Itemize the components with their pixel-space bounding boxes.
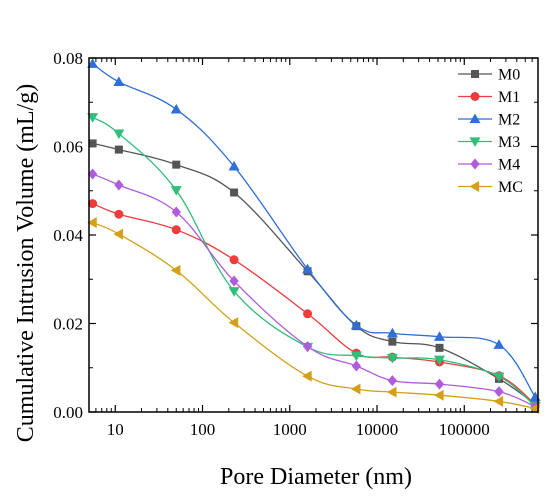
- data-point-m4: [229, 275, 239, 287]
- x-tick-label: 1000: [273, 420, 307, 439]
- legend: M0 M1 M2 M3 M4 MC: [458, 67, 523, 196]
- data-point-m2: [228, 160, 240, 171]
- data-point-mc: [228, 317, 239, 329]
- data-point-mc: [493, 395, 504, 407]
- legend-marker: [471, 70, 479, 78]
- data-point-m3: [386, 353, 398, 364]
- series-line-m4: [92, 173, 536, 408]
- data-point-m1: [114, 209, 124, 219]
- data-point-m4: [494, 386, 504, 398]
- legend-marker: [469, 137, 481, 147]
- data-point-m1: [229, 255, 239, 265]
- y-tick-label: 0.04: [53, 226, 83, 245]
- data-point-m3: [170, 186, 182, 196]
- series-line-mc: [92, 222, 536, 410]
- x-tick-label: 100000: [439, 420, 490, 439]
- legend-item-m4: M4: [458, 157, 520, 174]
- series-line-m1: [92, 202, 536, 405]
- data-point-m3: [350, 351, 362, 362]
- data-point-m2: [302, 263, 314, 274]
- series-line-m0: [92, 142, 536, 405]
- series-m4: [87, 168, 540, 413]
- y-axis-title-group: Cumulative Intrusion Volume (mL/g): [13, 84, 39, 442]
- legend-item-m3: M3: [458, 134, 520, 151]
- data-point-mc: [170, 264, 181, 276]
- data-point-m2: [386, 327, 398, 338]
- data-point-m2: [87, 58, 99, 68]
- legend-label: MC: [498, 179, 523, 196]
- data-point-m4: [171, 206, 181, 218]
- legend-label: M4: [498, 157, 520, 174]
- legend-marker: [469, 181, 480, 192]
- series-mc: [87, 217, 540, 414]
- legend-item-m1: M1: [458, 89, 520, 106]
- data-point-mc: [87, 217, 97, 229]
- data-point-m4: [387, 375, 398, 387]
- legend-item-m2: M2: [458, 112, 520, 129]
- data-point-m2: [113, 76, 125, 87]
- legend-label: M0: [498, 67, 520, 84]
- y-tick-label: 0.08: [53, 49, 83, 68]
- data-point-m1: [303, 309, 313, 319]
- legend-label: M1: [498, 89, 520, 106]
- data-point-m3: [433, 355, 445, 366]
- legend-item-m0: M0: [458, 67, 520, 84]
- series-line-m3: [92, 116, 536, 407]
- data-point-m4: [114, 179, 124, 191]
- legend-label: M2: [498, 112, 520, 129]
- x-axis-title: Pore Diameter (nm): [220, 464, 412, 490]
- data-point-m2: [433, 331, 445, 341]
- data-point-m3: [87, 113, 99, 123]
- data-point-mc: [350, 383, 361, 395]
- data-point-m4: [351, 360, 362, 372]
- data-point-mc: [113, 228, 123, 240]
- series-m1: [88, 199, 540, 409]
- y-tick-label: 0.00: [53, 403, 83, 422]
- data-point-mc: [529, 402, 540, 414]
- data-point-m2: [350, 319, 362, 330]
- series-m2: [87, 58, 541, 402]
- data-point-m3: [228, 287, 240, 297]
- y-axis-title: Cumulative Intrusion Volume (mL/g): [13, 84, 39, 442]
- data-point-m4: [302, 341, 313, 353]
- legend-marker: [470, 92, 480, 101]
- legend-marker: [470, 158, 480, 170]
- data-point-mc: [302, 370, 312, 382]
- x-tick-label: 100: [190, 420, 216, 439]
- data-point-m3: [113, 129, 125, 140]
- data-point-m0: [172, 160, 181, 169]
- data-point-m2: [529, 391, 541, 402]
- data-point-m2: [493, 339, 505, 349]
- data-point-mc: [386, 386, 397, 398]
- y-tick-label: 0.06: [53, 138, 83, 157]
- data-point-m0: [88, 139, 97, 148]
- x-tick-label: 10000: [356, 420, 399, 439]
- legend-label: M3: [498, 134, 520, 151]
- data-point-mc: [433, 389, 444, 401]
- plot-frame: [88, 57, 539, 413]
- data-point-m1: [171, 225, 181, 235]
- data-point-m3: [493, 372, 505, 383]
- data-point-m0: [114, 145, 123, 154]
- legend-marker: [469, 113, 481, 124]
- data-point-m4: [87, 168, 98, 180]
- x-tick-label: 10: [107, 420, 124, 439]
- data-point-m4: [434, 378, 445, 390]
- data-point-m2: [170, 103, 182, 114]
- y-tick-label: 0.02: [53, 315, 83, 334]
- plot-area: 10 100 1000 10000 100000 0.00 0.02 0.04 0.06 0.08: [53, 49, 541, 439]
- data-point-m0: [388, 337, 397, 346]
- data-point-m1: [88, 199, 98, 209]
- data-point-m0: [435, 343, 444, 352]
- series-line-m2: [92, 63, 536, 398]
- data-point-m0: [230, 188, 239, 197]
- legend-item-mc: MC: [458, 179, 523, 196]
